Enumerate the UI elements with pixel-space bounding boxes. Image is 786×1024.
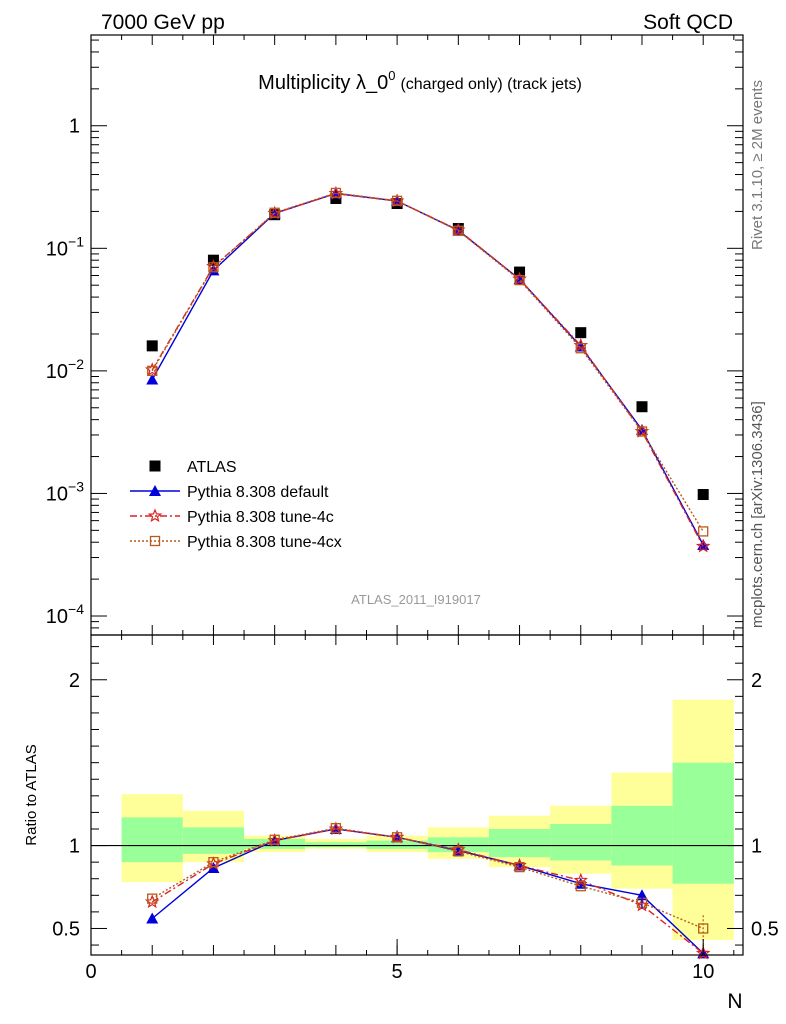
legend-label: Pythia 8.308 tune-4c	[187, 509, 334, 526]
main-point-atlas	[636, 401, 648, 413]
ratio-point-pythia-8-308-tune-4cx	[453, 846, 464, 857]
ratio-y-tick-label: 0.5	[52, 918, 80, 940]
main-point-pythia-8-308-tune-4cx	[698, 526, 709, 537]
x-tick-label: 5	[392, 961, 403, 983]
ratio-point-pythia-8-308-tune-4cx	[269, 834, 280, 845]
ratio-point-pythia-8-308-tune-4c	[573, 872, 589, 887]
ratio-frame	[90, 634, 744, 956]
x-tick-label: 0	[85, 961, 96, 983]
y-tick-label: 1	[69, 116, 80, 138]
ratio-band-green	[121, 817, 183, 863]
ratio-point-pythia-8-308-tune-4cx	[391, 832, 403, 843]
ratio-line-pythia-8-308-default	[151, 828, 704, 954]
main-point-pythia-8-308-tune-4cx	[575, 343, 586, 354]
ratio-point-pythia-8-308-tune-4c	[695, 945, 711, 960]
main-point-pythia-8-308-tune-4cx	[514, 274, 525, 286]
main-line-pythia-8-308-tune-4cx	[151, 192, 704, 532]
ratio-point-pythia-8-308-tune-4cx	[330, 823, 342, 834]
main-point-atlas	[697, 489, 709, 501]
main-point-pythia-8-308-tune-4c	[695, 538, 711, 553]
main-point-pythia-8-308-tune-4cx	[147, 365, 158, 377]
ratio-band-green	[182, 827, 245, 854]
mcplots-label: mcplots.cern.ch [arXiv:1306.3436]	[749, 401, 766, 628]
ratio-line-pythia-8-308-tune-4cx	[151, 827, 704, 930]
y-tick-label: 10−2	[46, 356, 84, 383]
x-axis-label: N	[727, 990, 742, 1013]
ratio-y-tick-label-right: 0.5	[751, 918, 779, 940]
ratio-y-tick-label: 2	[69, 670, 80, 692]
ratio-point-pythia-8-308-tune-4cx	[514, 861, 525, 873]
ratio-band-green	[366, 840, 428, 849]
y-tick-label: 10−4	[46, 601, 84, 628]
ratio-y-axis-label: Ratio to ATLAS	[23, 744, 40, 845]
legend-label: ATLAS	[187, 459, 237, 476]
ratio-y-tick-label: 1	[69, 836, 80, 858]
ratio-point-pythia-8-308-tune-4cx	[147, 893, 158, 904]
main-point-pythia-8-308-tune-4cx	[330, 187, 342, 199]
ratio-point-pythia-8-308-tune-4cx	[575, 881, 586, 892]
legend: ATLAS Pythia 8.308 default Pythia 8.308 tu…	[130, 459, 342, 551]
main-point-pythia-8-308-tune-4cx	[453, 225, 464, 236]
main-point-atlas	[146, 340, 158, 352]
main-point-pythia-8-308-tune-4cx	[208, 262, 219, 273]
ratio-point-pythia-8-308-default	[146, 912, 159, 924]
ratio-band-green	[550, 824, 612, 861]
main-point-pythia-8-308-default	[146, 373, 159, 385]
plot-title-sup: 0	[388, 68, 395, 83]
ratio-band-green	[611, 805, 673, 866]
legend-label: Pythia 8.308 default	[187, 484, 329, 501]
ratio-band-green	[305, 842, 367, 848]
plot-title-main: Multiplicity λ_0	[258, 72, 388, 94]
x-tick-label: 10	[692, 961, 714, 983]
main-point-atlas	[575, 327, 587, 339]
legend-marker	[147, 508, 163, 523]
ratio-y-tick-label-right: 2	[751, 670, 762, 692]
ratio-point-pythia-8-308-default	[207, 861, 220, 873]
main-panel: 1 10−1 10−2 10−3 10−4	[46, 34, 744, 955]
main-point-pythia-8-308-tune-4cx	[269, 207, 280, 218]
main-point-pythia-8-308-tune-4cx	[636, 426, 648, 437]
category-label: Soft QCD	[643, 11, 733, 34]
ratio-band-green	[672, 762, 734, 884]
legend-label: Pythia 8.308 tune-4cx	[187, 534, 342, 551]
ratio-band-green	[488, 828, 551, 858]
ratio-point-pythia-8-308-tune-4cx	[208, 857, 219, 868]
ratio-y-tick-label-right: 1	[751, 836, 762, 858]
plot-title: Multiplicity λ_00 (charged only) (track j…	[258, 68, 582, 94]
main-point-pythia-8-308-default	[207, 264, 220, 276]
legend-marker	[149, 485, 161, 496]
ratio-line-pythia-8-308-tune-4c	[151, 828, 704, 954]
analysis-id-label: ATLAS_2011_I919017	[351, 592, 481, 607]
plot-title-sub: (charged only) (track jets)	[400, 76, 581, 93]
rivet-label: Rivet 3.1.10, ≥ 2M events	[749, 80, 766, 250]
main-point-pythia-8-308-tune-4cx	[391, 195, 403, 206]
legend-marker	[149, 460, 161, 472]
y-tick-label: 10−1	[46, 233, 84, 260]
y-tick-label: 10−3	[46, 478, 84, 505]
ratio-panel: 0 5 10 2 2 1 1 0.5 0.5	[52, 634, 779, 983]
energy-label: 7000 GeV pp	[101, 11, 225, 34]
legend-marker	[149, 535, 161, 547]
